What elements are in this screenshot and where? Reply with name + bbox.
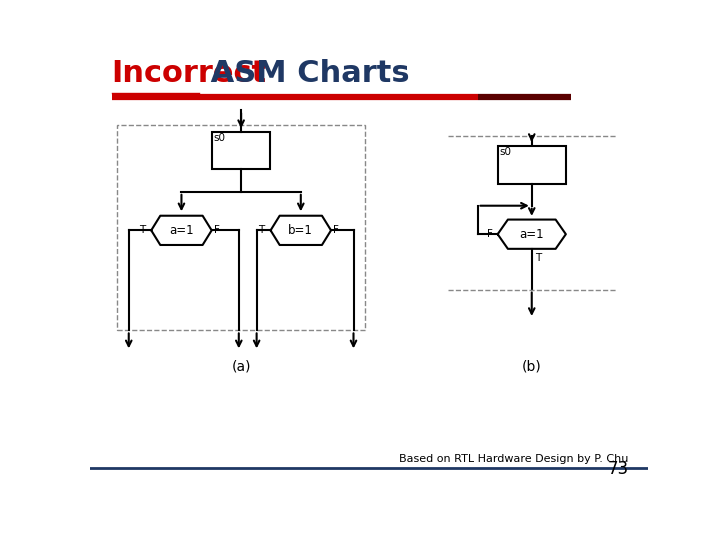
Text: T: T — [258, 225, 264, 235]
Text: ASM Charts: ASM Charts — [200, 59, 410, 88]
Polygon shape — [498, 220, 566, 249]
Text: F: F — [333, 225, 339, 235]
FancyBboxPatch shape — [498, 146, 566, 184]
Polygon shape — [151, 215, 212, 245]
Text: 73: 73 — [608, 460, 629, 478]
Text: T: T — [139, 225, 145, 235]
Polygon shape — [271, 215, 331, 245]
Text: b=1: b=1 — [289, 224, 313, 237]
Text: T: T — [535, 253, 541, 264]
Text: Incorrect: Incorrect — [112, 59, 267, 88]
Text: F: F — [214, 225, 220, 235]
Text: (b): (b) — [522, 360, 541, 374]
Text: Based on RTL Hardware Design by P. Chu: Based on RTL Hardware Design by P. Chu — [400, 454, 629, 464]
Text: s0: s0 — [499, 147, 511, 157]
Text: a=1: a=1 — [169, 224, 194, 237]
Text: F: F — [487, 229, 493, 239]
Text: s0: s0 — [214, 133, 225, 143]
FancyBboxPatch shape — [212, 132, 270, 168]
Text: a=1: a=1 — [519, 228, 544, 241]
Text: (a): (a) — [231, 360, 251, 374]
